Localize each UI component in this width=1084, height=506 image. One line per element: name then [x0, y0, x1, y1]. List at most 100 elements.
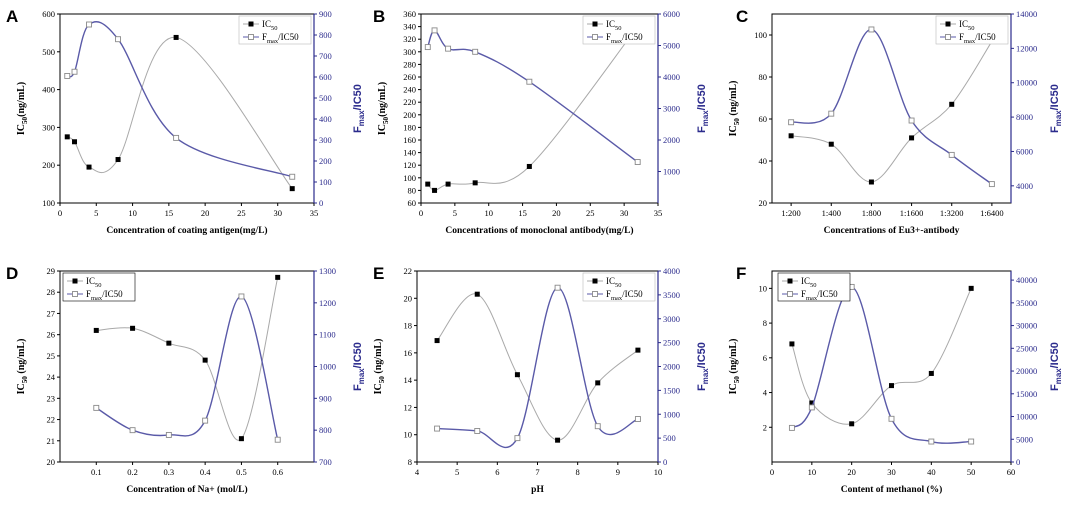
y2-tick-label: 500 — [663, 433, 676, 443]
fmax-ic50-point — [431, 27, 438, 34]
y2-tick-label: 6000 — [1016, 146, 1033, 156]
legend-marker-ic50 — [787, 278, 793, 284]
ic50-point — [115, 157, 121, 163]
panel-letter: D — [6, 264, 18, 283]
y2-tick-label: 30000 — [1016, 321, 1037, 331]
y2-tick-label: 20000 — [1016, 366, 1037, 376]
y2-tick-label: 12000 — [1016, 43, 1037, 53]
y2-tick-label: 100 — [319, 177, 332, 187]
y2-tick-label: 15000 — [1016, 389, 1037, 399]
legend-label-fmax: Fmax/IC50 — [606, 32, 643, 45]
y2-tick-label: 500 — [319, 93, 332, 103]
ic50-point — [928, 370, 934, 376]
legend-marker-ic50 — [945, 21, 951, 27]
y2-tick-label: 1200 — [319, 298, 336, 308]
x-tick-label: 5 — [455, 467, 459, 477]
chart-panel-c: C 1:200 1:400 1:800 1:1600 1:3200 1:6400 20 40 60… — [728, 7, 1063, 236]
y-tick-label: 14 — [404, 375, 413, 385]
ic50-point — [425, 181, 431, 187]
y-tick-label: 22 — [404, 266, 413, 276]
fmax-ic50-point — [202, 417, 209, 424]
legend-marker-fmax — [592, 34, 598, 40]
y-tick-label: 21 — [47, 436, 56, 446]
y2-tick-label: 400 — [319, 114, 332, 124]
y-tick-label: 20 — [404, 293, 413, 303]
panel-letter: E — [373, 264, 384, 283]
y2-tick-label: 3000 — [663, 314, 680, 324]
fmax-ic50-point — [634, 416, 641, 422]
ic50-point — [595, 380, 601, 386]
x-tick-label: 1:6400 — [980, 208, 1004, 218]
y2-tick-label: 900 — [319, 393, 332, 403]
y-tick-label: 25 — [47, 351, 56, 361]
y-tick-label: 12 — [404, 402, 413, 412]
y2-tick-label: 10000 — [1016, 412, 1037, 422]
x-tick-label: 20 — [552, 208, 561, 218]
y-tick-label: 200 — [403, 110, 416, 120]
fmax-ic50-point — [165, 431, 172, 438]
y-tick-label: 200 — [42, 160, 55, 170]
legend-label-fmax: Fmax/IC50 — [801, 289, 838, 302]
y2-tick-label: 800 — [319, 30, 332, 40]
ic50-point — [949, 101, 955, 107]
y2-tick-label: 2000 — [663, 362, 680, 372]
x-tick-label: 0.1 — [91, 467, 102, 477]
x-axis-label: pH — [531, 485, 544, 495]
ic50-point — [445, 181, 451, 187]
fmax-ic50-point — [888, 415, 895, 422]
y-tick-label: 500 — [42, 47, 55, 57]
x-tick-label: 0.2 — [127, 467, 138, 477]
legend-marker-fmax — [787, 291, 793, 297]
ic50-point — [166, 340, 172, 346]
legend-marker-fmax — [72, 291, 78, 297]
x-tick-label: 0 — [419, 208, 423, 218]
y2-axis-label: Fmax/IC50 — [696, 84, 710, 133]
y2-axis-label: Fmax/IC50 — [1049, 84, 1063, 133]
y2-tick-label: 700 — [319, 457, 332, 467]
y-tick-label: 18 — [404, 321, 413, 331]
y2-tick-label: 1100 — [319, 330, 336, 340]
y2-tick-label: 40000 — [1016, 275, 1037, 285]
x-tick-label: 0 — [58, 208, 62, 218]
y-tick-label: 24 — [47, 372, 56, 382]
y2-tick-label: 3500 — [663, 290, 680, 300]
y-tick-label: 160 — [403, 135, 416, 145]
y-tick-label: 80 — [408, 185, 417, 195]
legend-label-ic50: IC50 — [262, 19, 277, 32]
x-tick-label: 25 — [237, 208, 246, 218]
legend-label-ic50: IC50 — [86, 276, 101, 289]
x-tick-label: 50 — [967, 467, 976, 477]
fmax-ic50-point — [594, 423, 601, 430]
x-tick-label: 10 — [484, 208, 493, 218]
x-tick-label: 15 — [518, 208, 527, 218]
legend-marker-ic50 — [72, 278, 78, 284]
y2-tick-label: 700 — [319, 51, 332, 61]
y2-axis-label: Fmax/IC50 — [1049, 342, 1063, 391]
y2-tick-label: 1500 — [663, 385, 680, 395]
y2-tick-label: 14000 — [1016, 9, 1037, 19]
fmax-ic50-point — [274, 436, 281, 443]
y-tick-label: 320 — [403, 34, 416, 44]
ic50-point — [64, 134, 70, 140]
ic50-point — [173, 34, 179, 40]
fmax-ic50-point — [289, 173, 296, 180]
legend-label-fmax: Fmax/IC50 — [959, 32, 996, 45]
fmax-ic50-point — [71, 68, 78, 75]
fmax-ic50-point — [434, 425, 441, 432]
ic50-point — [434, 338, 440, 344]
legend-marker-fmax — [945, 34, 951, 40]
x-tick-label: 15 — [165, 208, 174, 218]
y2-tick-label: 10000 — [1016, 78, 1037, 88]
fmax-ic50-point — [115, 36, 122, 43]
legend-marker-fmax — [248, 34, 254, 40]
x-tick-label: 0.4 — [200, 467, 211, 477]
y2-tick-label: 600 — [319, 72, 332, 82]
y2-tick-label: 5000 — [1016, 434, 1033, 444]
y-tick-label: 400 — [42, 85, 55, 95]
y-tick-label: 120 — [403, 160, 416, 170]
y2-tick-label: 1000 — [319, 362, 336, 372]
ic50-point — [555, 437, 561, 443]
y-tick-label: 10 — [759, 283, 768, 293]
